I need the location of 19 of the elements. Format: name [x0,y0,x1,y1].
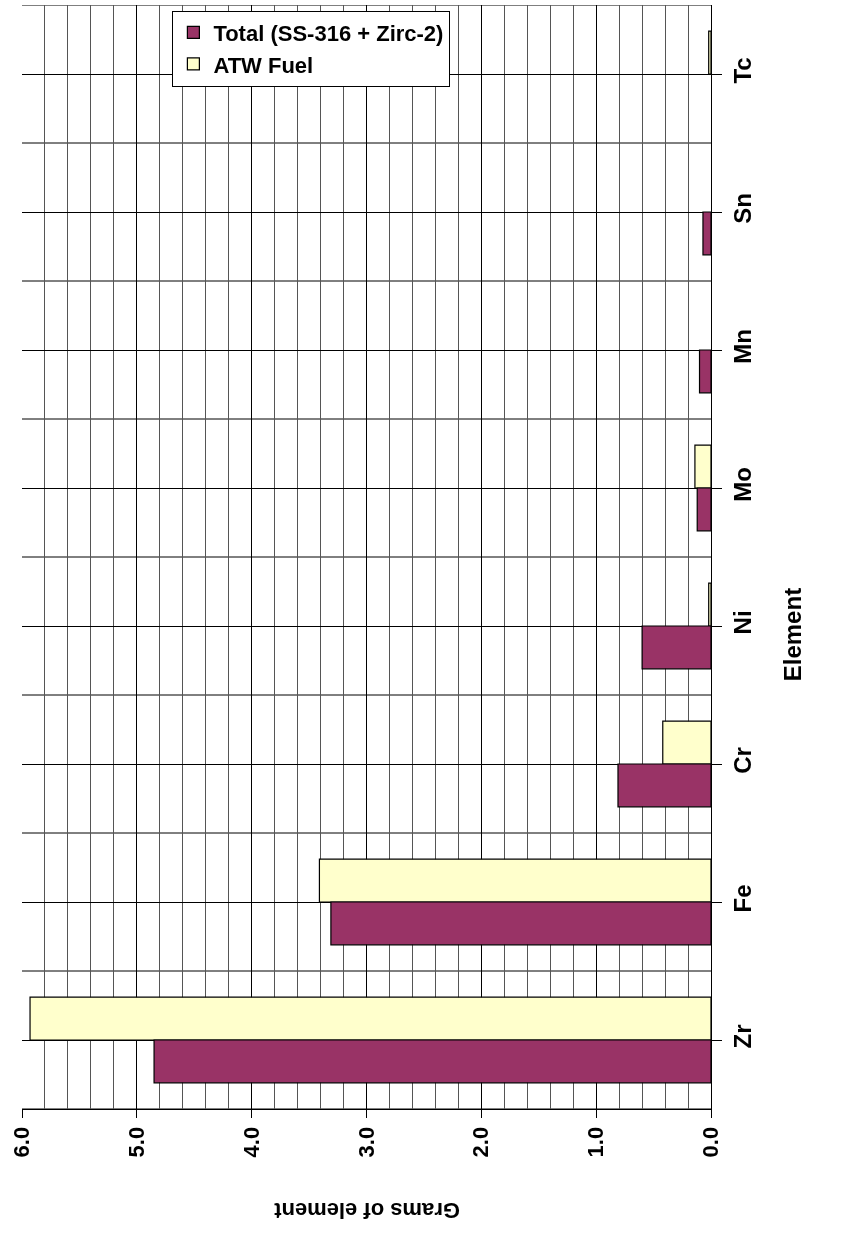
y-axis-title: Element [778,587,806,682]
y-tick-label: Mo [728,467,756,502]
x-tick-label: 0.0 [698,1126,724,1158]
y-tick-label: Mn [728,329,756,364]
legend-label: ATW Fuel [213,52,314,78]
x-tick-label: 2.0 [468,1126,494,1158]
x-tick-label: 6.0 [9,1126,35,1158]
x-axis-title: Grams of element [273,1197,460,1223]
x-tick-label: 3.0 [353,1126,379,1158]
x-tick-label: 1.0 [583,1126,609,1158]
y-tick-label: Cr [728,747,756,774]
y-tick-label: Sn [728,193,756,224]
legend-label: Total (SS-316 + Zirc-2) [213,20,444,46]
y-tick-label: Tc [728,57,756,84]
y-tick-label: Zr [728,1024,756,1049]
x-tick-label: 4.0 [238,1126,264,1158]
x-tick-label: 5.0 [123,1126,149,1158]
y-tick-label: Fe [728,884,756,913]
y-tick-label: Ni [728,610,756,635]
